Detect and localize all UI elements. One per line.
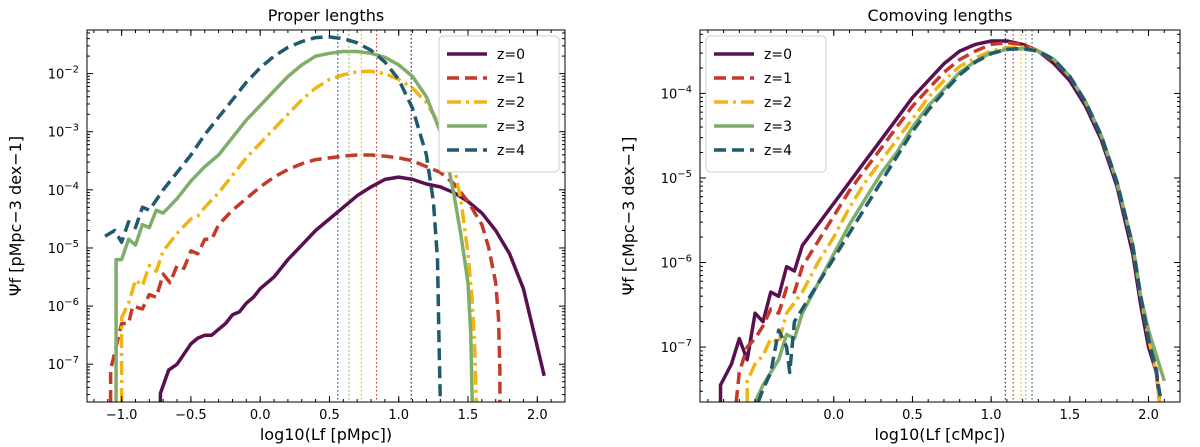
legend-box <box>438 35 560 173</box>
y-tick-label: 10−2 <box>48 65 79 83</box>
series-line-z=4 <box>104 35 443 402</box>
x-tick-label: 0.5 <box>902 408 923 423</box>
legend-label: z=3 <box>764 119 792 135</box>
series-line-z=4 <box>756 46 1163 402</box>
legend-label: z=4 <box>764 143 792 159</box>
x-tick-label: 1.0 <box>981 408 1002 423</box>
series-line-z=2 <box>119 69 479 402</box>
y-tick-label: 10−7 <box>48 355 79 373</box>
x-tick-label: 2.0 <box>527 408 548 423</box>
legend-label: z=0 <box>497 47 525 63</box>
y-axis-label: Ψf [cMpc−3 dex−1] <box>619 137 638 296</box>
series-line-z=1 <box>108 153 502 402</box>
legend-box <box>705 35 827 173</box>
y-axis-label: Ψf [pMpc−3 dex−1] <box>6 136 25 296</box>
y-tick-label: 10−3 <box>48 123 79 141</box>
legend-label: z=2 <box>497 95 525 111</box>
x-tick-label: −0.5 <box>175 408 207 423</box>
chart-title: Comoving lengths <box>868 6 1013 25</box>
series-line-z=3 <box>114 49 474 402</box>
x-tick-label: 1.5 <box>458 408 479 423</box>
y-tick-label: 10−7 <box>661 338 692 356</box>
y-tick-label: 10−5 <box>661 169 692 187</box>
chart-title: Proper lengths <box>268 6 384 25</box>
x-axis-label: log10(Lf [pMpc]) <box>260 425 392 444</box>
legend-label: z=0 <box>764 47 792 63</box>
axes-frame <box>86 29 566 403</box>
y-tick-label: 10−4 <box>661 84 692 102</box>
axes-frame <box>699 29 1181 403</box>
panel-1: Proper lengths −1.0 −0.5 0.0 0.5 1.0 1.5 2.0 10−… <box>6 6 566 444</box>
legend-label: z=2 <box>764 95 792 111</box>
x-tick-label: 0.0 <box>823 408 844 423</box>
x-tick-label: −1.0 <box>106 408 138 423</box>
x-tick-label: 2.0 <box>1138 408 1159 423</box>
legend: z=0 z=1 z=2 z=3 z=4 <box>705 35 827 173</box>
legend-label: z=3 <box>497 119 525 135</box>
x-tick-label: 0.0 <box>250 408 271 423</box>
panel-2: Comoving lengths 0.0 0.5 1.0 1.5 2.0 10−7 10−6 1… <box>619 6 1181 444</box>
y-tick-label: 10−6 <box>48 297 79 315</box>
x-tick-label: 1.5 <box>1059 408 1080 423</box>
y-tick-label: 10−6 <box>661 254 692 272</box>
series-line-z=0 <box>158 175 546 402</box>
plot-area <box>718 30 1166 402</box>
legend-label: z=4 <box>497 143 525 159</box>
x-tick-label: 1.0 <box>388 408 409 423</box>
x-axis-label: log10(Lf [cMpc]) <box>875 425 1006 444</box>
y-tick-label: 10−4 <box>48 181 79 199</box>
legend: z=0 z=1 z=2 z=3 z=4 <box>438 35 560 173</box>
y-tick-label: 10−5 <box>48 239 79 257</box>
legend-label: z=1 <box>497 71 525 87</box>
legend-label: z=1 <box>764 71 792 87</box>
x-tick-label: 0.5 <box>319 408 340 423</box>
